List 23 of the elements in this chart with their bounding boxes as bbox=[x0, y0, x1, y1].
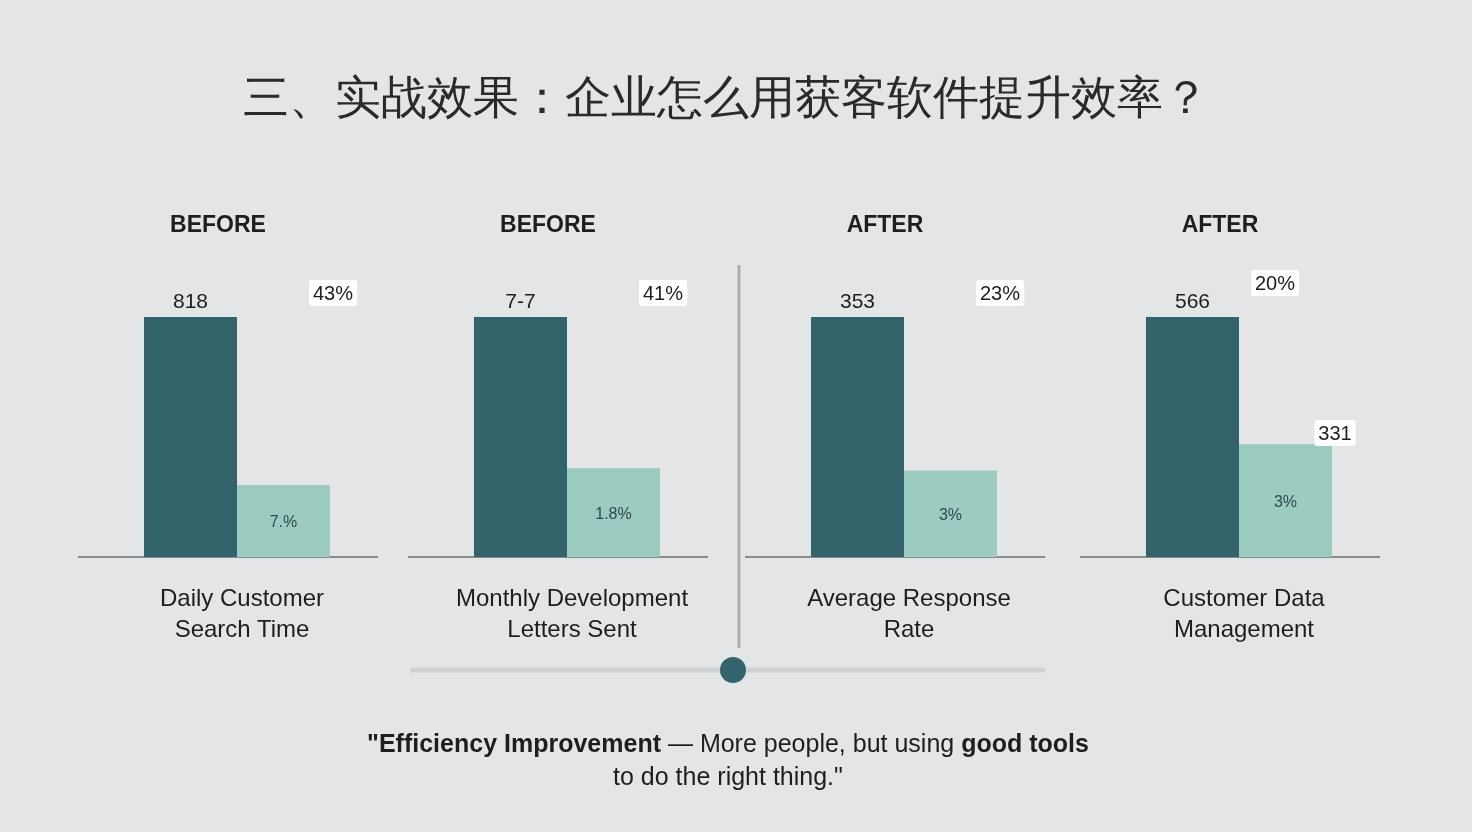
chart-title: AFTER bbox=[1181, 211, 1259, 237]
text: 566 bbox=[1174, 289, 1211, 312]
annotation: 3% bbox=[938, 505, 963, 523]
x-axis-title: Daily Customer Search Time bbox=[159, 584, 325, 642]
annotation: 3% bbox=[1273, 492, 1298, 510]
x-axis-title: Average Response Rate bbox=[807, 584, 1011, 642]
text: 20% bbox=[1254, 272, 1296, 294]
text: 7-7 bbox=[505, 289, 536, 312]
text: 23% bbox=[979, 282, 1021, 304]
x-axis-title: Customer Data Management bbox=[1163, 584, 1326, 642]
text: "Efficiency Improvement — More people, but using good tools to do the right thing." bbox=[367, 729, 1089, 790]
text: 41% bbox=[642, 282, 684, 304]
text: 818 bbox=[172, 289, 209, 312]
text: 43% bbox=[312, 282, 354, 304]
chart-title: BEFORE bbox=[500, 211, 596, 237]
annotation: 7.% bbox=[269, 513, 298, 530]
text: 353 bbox=[839, 289, 876, 312]
annotation: 331 bbox=[1318, 422, 1352, 444]
chart-title: BEFORE bbox=[170, 211, 266, 237]
x-axis-title: Monthly Development Letters Sent bbox=[455, 584, 689, 642]
annotation: 1.8% bbox=[595, 504, 632, 522]
text: 三、实战效果：企业怎么用获客软件提升效率？ bbox=[243, 71, 1209, 123]
chart-title: AFTER bbox=[846, 211, 924, 237]
